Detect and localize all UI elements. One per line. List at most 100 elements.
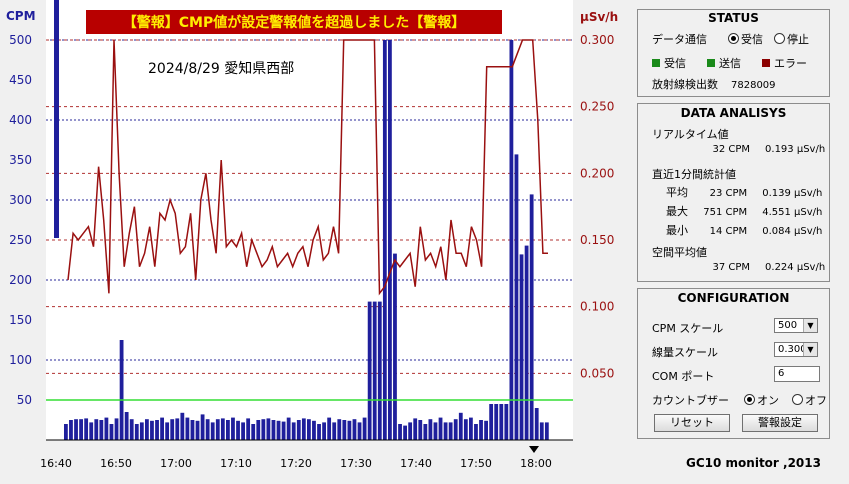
alert-banner: [86, 10, 502, 34]
cpm-bar: [134, 424, 139, 440]
cpm-bar: [327, 417, 332, 440]
cpm-bar-offscale: [54, 0, 59, 238]
cpm-bar: [236, 420, 240, 440]
cpm-bar: [231, 417, 235, 440]
cpm-bar: [220, 418, 225, 440]
cpm-bar: [286, 417, 291, 440]
stop-radio[interactable]: [774, 33, 785, 44]
cpm-tick-label: 400: [9, 113, 32, 127]
cpm-bar: [94, 419, 99, 440]
left-axis-label: CPM: [6, 9, 36, 23]
com-port-input[interactable]: 6: [774, 366, 820, 382]
avg-cpm: 23 CPM: [709, 188, 748, 199]
cpm-bar: [312, 420, 316, 440]
x-tick-label: 17:30: [340, 457, 372, 470]
max-row: 最大 751 CPM 4.551 μSv/h: [666, 203, 822, 219]
cpm-bar: [271, 420, 276, 440]
cpm-bar: [124, 412, 129, 440]
cpm-bar: [382, 40, 387, 440]
cpm-bar: [155, 420, 159, 440]
cpm-bar: [190, 420, 195, 440]
realtime-cpm: 32 CPM: [712, 144, 750, 155]
alert-banner-text: 【警報】CMP値が設定警報値を超過しました【警報】: [123, 14, 465, 31]
cpm-bar: [372, 301, 377, 440]
cpm-bar: [388, 40, 392, 440]
cpm-bar: [534, 408, 539, 440]
cpm-bar: [484, 420, 488, 440]
cpm-bar: [195, 420, 200, 440]
x-tick-label: 17:10: [220, 457, 252, 470]
avg-usv: 0.139 μSv/h: [762, 188, 823, 199]
cpm-bar: [170, 419, 175, 440]
plot-area: [46, 0, 573, 440]
cpm-bar: [301, 418, 306, 440]
x-tick-label: 17:40: [400, 457, 432, 470]
chevron-down-icon[interactable]: ▼: [803, 319, 817, 332]
spatial-label: 空間平均値: [652, 246, 707, 259]
cpm-bar: [129, 419, 134, 440]
cpm-tick-label: 150: [9, 313, 32, 327]
cpm-bar: [114, 418, 119, 440]
dose-scale-label: 線量スケール: [652, 346, 718, 359]
min-row: 最小 14 CPM 0.084 μSv/h: [666, 222, 822, 238]
cpm-bar: [332, 422, 337, 440]
legend-error: エラー: [774, 57, 807, 70]
legend-send: 送信: [719, 57, 741, 70]
x-tick-label: 17:20: [280, 457, 312, 470]
min-label: 最小: [666, 224, 688, 237]
x-tick-label: 18:00: [520, 457, 552, 470]
cpm-bar: [317, 424, 321, 440]
com-port-label: COM ポート: [652, 370, 715, 383]
buzzer-on-radio[interactable]: [744, 394, 755, 405]
cpm-bar: [539, 422, 544, 440]
cpm-bar: [398, 424, 402, 440]
status-title: STATUS: [708, 11, 759, 25]
cpm-bar: [79, 419, 83, 440]
cpm-bar: [413, 418, 418, 440]
cpm-bar: [337, 419, 342, 440]
chevron-down-icon[interactable]: ▼: [803, 343, 817, 356]
cpm-bar: [529, 194, 534, 440]
cpm-bar: [104, 417, 109, 440]
cpm-tick-label: 350: [9, 153, 32, 167]
cpm-scale-select[interactable]: 500 ▼: [774, 318, 818, 333]
cpm-bar: [499, 404, 504, 440]
cpm-tick-label: 300: [9, 193, 32, 207]
cpm-bar: [307, 419, 311, 440]
cpm-bar: [408, 422, 413, 440]
receive-radio[interactable]: [728, 33, 739, 44]
usv-series-line: [67, 39, 548, 296]
legend-receive: 受信: [664, 57, 686, 70]
avg-label: 平均: [666, 186, 688, 199]
cpm-bar: [519, 254, 524, 440]
cpm-bar: [291, 422, 296, 440]
cpm-bar: [504, 404, 509, 440]
cpm-bar: [226, 420, 230, 440]
x-tick-label: 16:50: [100, 457, 132, 470]
buzzer-label: カウントブザー: [652, 394, 729, 407]
realtime-usv: 0.193 μSv/h: [765, 144, 826, 155]
dose-scale-select[interactable]: 0.300 ▼: [774, 342, 818, 357]
cpm-bar: [544, 422, 549, 440]
cpm-bar: [433, 422, 438, 440]
cpm-bar: [261, 419, 266, 440]
cpm-bar: [89, 422, 94, 440]
usv-tick-label: 0.150: [580, 233, 614, 247]
alarm-settings-button[interactable]: 警報設定: [742, 414, 818, 432]
cpm-bar: [215, 419, 220, 440]
cpm-bar: [494, 404, 499, 440]
cpm-bar: [448, 422, 453, 440]
reset-button[interactable]: リセット: [654, 414, 730, 432]
cpm-bar: [458, 412, 463, 440]
cpm-bar: [160, 417, 164, 440]
buzzer-off-radio[interactable]: [792, 394, 803, 405]
cpm-bar: [469, 417, 473, 440]
x-tick-label: 17:50: [460, 457, 492, 470]
max-label: 最大: [666, 205, 688, 218]
cpm-bar: [296, 420, 301, 440]
analysis-title: DATA ANALISYS: [680, 106, 787, 120]
cpm-bar: [428, 419, 433, 440]
stats-label: 直近1分間統計値: [652, 168, 736, 181]
cpm-bar: [347, 420, 352, 440]
max-usv: 4.551 μSv/h: [762, 207, 823, 218]
